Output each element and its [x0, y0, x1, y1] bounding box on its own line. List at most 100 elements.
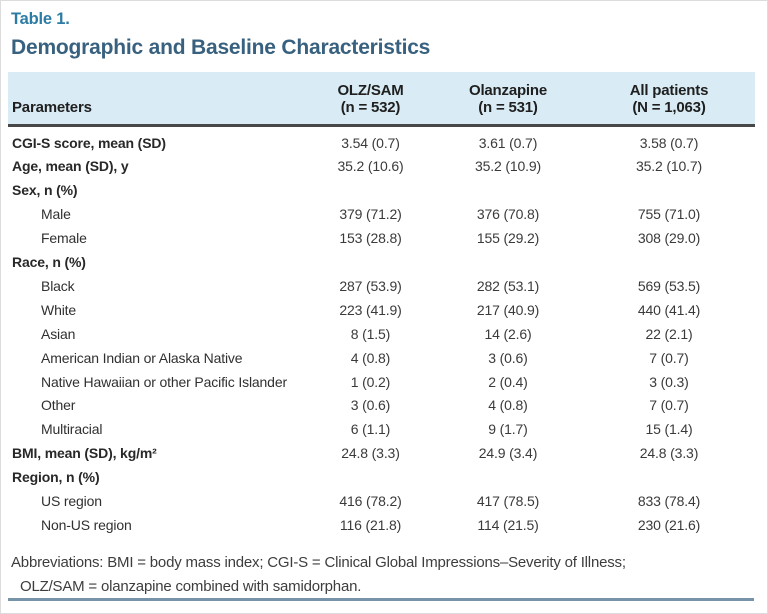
row-value: 35.2 (10.7): [635, 158, 703, 175]
row-value: 35.2 (10.9): [474, 158, 542, 175]
table-row: Other 3 (0.6) 4 (0.8) 7 (0.7): [8, 394, 755, 418]
row-value: [308, 179, 433, 203]
row-value: 8 (1.5): [350, 325, 391, 342]
row-value: 4 (0.8): [488, 397, 528, 414]
table-row: Asian 8 (1.5) 14 (2.6) 22 (2.1): [8, 323, 755, 347]
row-value: 417 (78.5): [476, 493, 540, 510]
row-label: Other: [41, 397, 76, 414]
table-row: Male 379 (71.2) 376 (70.8) 755 (71.0): [8, 203, 755, 227]
row-value: [433, 251, 583, 275]
table-row: Region, n (%): [8, 466, 755, 490]
row-value: 223 (41.9): [339, 301, 402, 318]
row-value: 3 (0.6): [488, 349, 528, 366]
row-value: 3 (0.6): [350, 397, 391, 414]
row-value: 24.8 (3.3): [341, 445, 400, 462]
row-value: 217 (40.9): [476, 301, 540, 318]
row-value: [308, 251, 433, 275]
column-header-olzsam: OLZ/SAM (n = 532): [308, 72, 433, 127]
table-row: Race, n (%): [8, 251, 755, 275]
table-row: Age, mean (SD), y 35.2 (10.6) 35.2 (10.9) 3…: [8, 155, 755, 179]
row-value: 2 (0.4): [488, 373, 528, 390]
row-value: 9 (1.7): [488, 421, 528, 438]
table-row: Native Hawaiian or other Pacific Islande…: [8, 371, 755, 395]
row-value: 376 (70.8): [476, 206, 540, 223]
bottom-rule: [8, 598, 754, 601]
row-label: Native Hawaiian or other Pacific Islande…: [41, 373, 287, 390]
table-row: American Indian or Alaska Native 4 (0.8) 3…: [8, 347, 755, 371]
row-value: 155 (29.2): [476, 230, 540, 247]
column-header-parameters: Parameters: [8, 72, 308, 127]
demographics-table: Parameters OLZ/SAM (n = 532) Olanzapine …: [8, 72, 755, 538]
table-row: CGI-S score, mean (SD) 3.54 (0.7) 3.61 (0.…: [8, 125, 755, 155]
row-value: [433, 179, 583, 203]
row-value: 1 (0.2): [350, 373, 391, 390]
row-value: 3 (0.3): [649, 373, 689, 390]
header-row: Parameters OLZ/SAM (n = 532) Olanzapine …: [8, 72, 755, 127]
row-label: Multiracial: [41, 421, 103, 438]
row-label: Race, n (%): [12, 254, 86, 271]
row-value: [583, 466, 755, 490]
row-value: [308, 466, 433, 490]
row-value: 7 (0.7): [649, 397, 689, 414]
column-header-n: (n = 532): [340, 99, 401, 116]
row-value: [433, 466, 583, 490]
row-value: 22 (2.1): [645, 325, 693, 342]
table-row: Female 153 (28.8) 155 (29.2) 308 (29.0): [8, 227, 755, 251]
row-value: 24.9 (3.4): [478, 445, 538, 462]
row-value: 3.61 (0.7): [478, 134, 538, 151]
row-label: Sex, n (%): [12, 182, 78, 199]
row-value: 230 (21.6): [637, 517, 701, 533]
table-row: BMI, mean (SD), kg/m² 24.8 (3.3) 24.9 (3.4…: [8, 442, 755, 466]
row-label: Male: [41, 206, 71, 223]
row-label: American Indian or Alaska Native: [41, 349, 243, 366]
row-value: 308 (29.0): [637, 230, 701, 247]
row-value: 6 (1.1): [350, 421, 391, 438]
column-header-label: All patients: [629, 81, 709, 99]
column-header-olanzapine: Olanzapine (n = 531): [433, 72, 583, 127]
column-header-n: (N = 1,063): [632, 99, 706, 116]
column-header-label: OLZ/SAM: [337, 81, 404, 99]
row-value: 3.54 (0.7): [341, 134, 400, 151]
row-value: 116 (21.8): [339, 517, 402, 533]
row-value: 282 (53.1): [476, 277, 540, 294]
row-label: White: [41, 301, 77, 318]
row-value: 440 (41.4): [637, 301, 701, 318]
row-value: 416 (78.2): [339, 493, 402, 510]
row-label: US region: [41, 493, 102, 510]
row-value: [583, 179, 755, 203]
row-label: Non-US region: [41, 517, 132, 533]
row-value: [583, 251, 755, 275]
row-value: 14 (2.6): [484, 325, 532, 342]
table-row: Black 287 (53.9) 282 (53.1) 569 (53.5): [8, 275, 755, 299]
row-value: 114 (21.5): [477, 517, 539, 533]
row-label: Region, n (%): [12, 469, 100, 486]
table-number: Table 1.: [11, 10, 70, 28]
row-value: 153 (28.8): [339, 230, 402, 247]
row-value: 4 (0.8): [350, 349, 391, 366]
row-label: Age, mean (SD), y: [12, 158, 129, 175]
row-label: CGI-S score, mean (SD): [12, 134, 166, 151]
table-row: Non-US region 116 (21.8) 114 (21.5) 230 (21…: [8, 514, 755, 538]
row-label: Asian: [41, 325, 76, 342]
table-row: Multiracial 6 (1.1) 9 (1.7) 15 (1.4): [8, 418, 755, 442]
row-value: 833 (78.4): [637, 493, 701, 510]
row-value: 24.8 (3.3): [639, 445, 699, 462]
row-value: 569 (53.5): [637, 277, 701, 294]
row-label: Female: [41, 230, 87, 247]
footnote-line-2: OLZ/SAM = olanzapine combined with samid…: [20, 577, 362, 595]
column-header-n: (n = 531): [478, 99, 538, 116]
column-header-label: Olanzapine: [468, 81, 548, 99]
table-title: Demographic and Baseline Characteristics: [11, 36, 431, 59]
row-value: 3.58 (0.7): [639, 134, 699, 151]
row-value: 35.2 (10.6): [337, 158, 404, 175]
row-value: 7 (0.7): [649, 349, 689, 366]
table-row: Sex, n (%): [8, 179, 755, 203]
row-value: 287 (53.9): [339, 277, 402, 294]
column-header-all-patients: All patients (N = 1,063): [583, 72, 755, 127]
footnote: Abbreviations: BMI = body mass index; CG…: [11, 551, 753, 599]
row-label: Black: [41, 277, 75, 294]
row-value: 379 (71.2): [339, 206, 402, 223]
row-value: 15 (1.4): [645, 421, 693, 438]
table-row: US region 416 (78.2) 417 (78.5) 833 (78.4): [8, 490, 755, 514]
